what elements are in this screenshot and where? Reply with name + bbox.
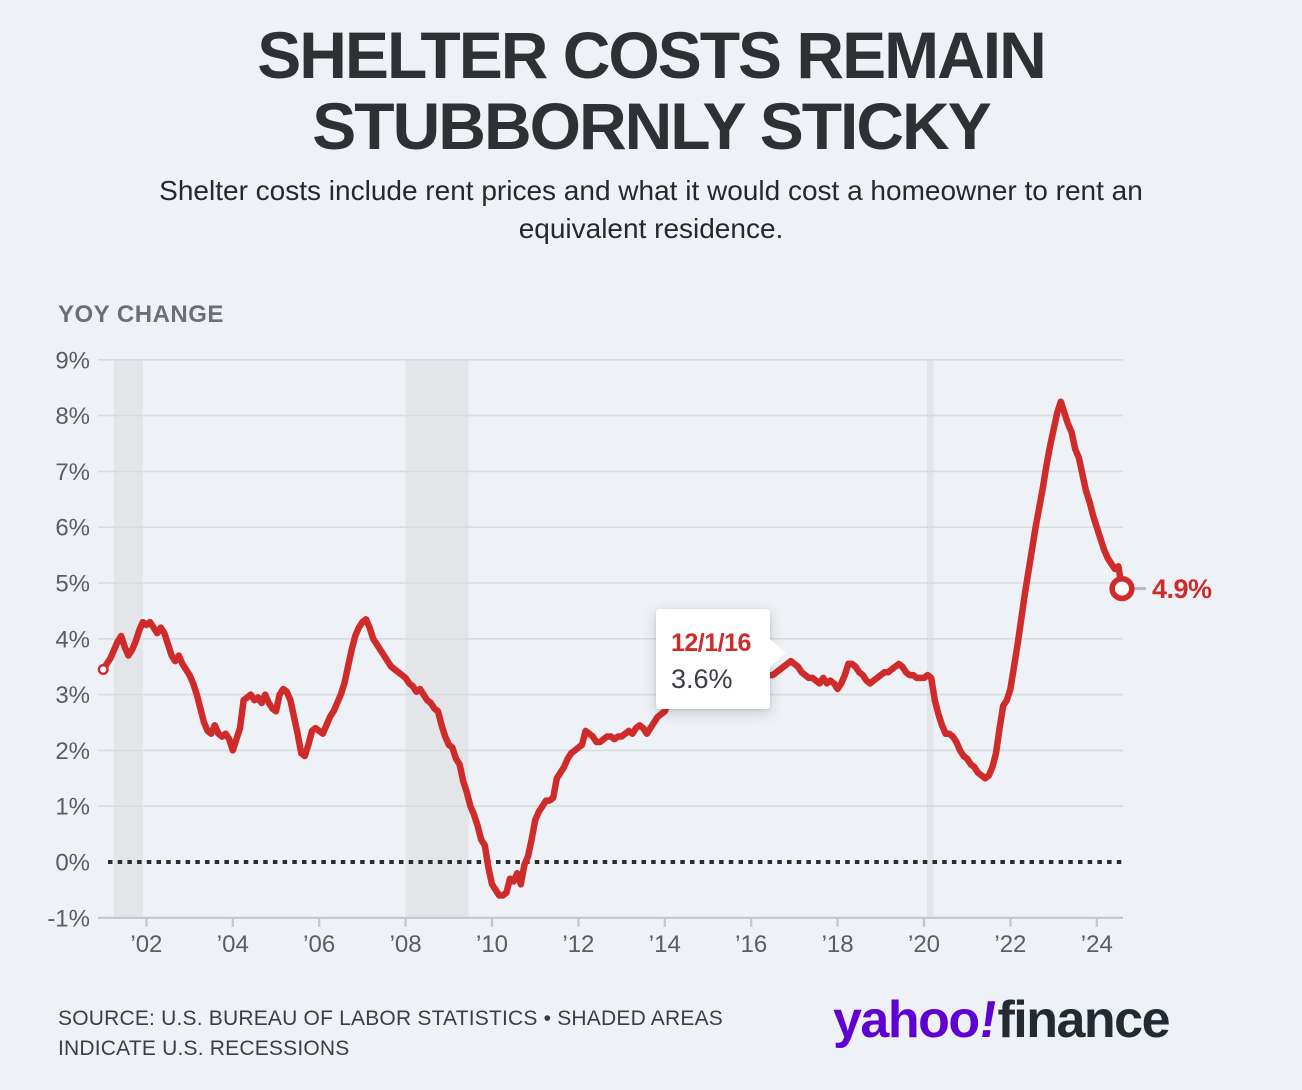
svg-text:7%: 7% xyxy=(55,459,90,486)
subtitle-line-2: equivalent residence. xyxy=(518,213,784,244)
svg-text:9%: 9% xyxy=(55,347,90,374)
data-point-tooltip: 12/1/16 3.6% xyxy=(656,609,786,709)
source-line-1: SOURCE: U.S. BUREAU OF LABOR STATISTICS … xyxy=(58,1007,723,1030)
x-axis: ’02 ’04 ’06 ’08 ’10 ’12 ’14 ’16 ’18 ’20 ’22 ’24 xyxy=(130,917,1113,958)
logo-exclamation-icon: ! xyxy=(975,991,1001,1049)
svg-text:’24: ’24 xyxy=(1081,931,1113,958)
tooltip-pointer xyxy=(769,638,786,668)
svg-text:’12: ’12 xyxy=(562,931,594,958)
shelter-yoy-series-line xyxy=(99,398,1126,899)
source-line-2: INDICATE U.S. RECESSIONS xyxy=(58,1037,350,1060)
svg-text:2%: 2% xyxy=(55,738,90,765)
svg-text:4%: 4% xyxy=(55,626,90,653)
svg-text:’08: ’08 xyxy=(390,931,422,958)
svg-text:5%: 5% xyxy=(55,571,90,598)
y-axis: 9% 8% 7% 6% 5% 4% 3% 2% 1% 0% -1% xyxy=(47,347,90,932)
svg-text:8%: 8% xyxy=(55,403,90,430)
svg-text:’22: ’22 xyxy=(994,931,1026,958)
svg-text:6%: 6% xyxy=(55,515,90,542)
tooltip-value: 3.6% xyxy=(671,664,733,694)
series-start-marker xyxy=(97,664,109,676)
svg-text:’10: ’10 xyxy=(476,931,508,958)
logo-finance-text: finance xyxy=(997,991,1170,1049)
source-note: SOURCE: U.S. BUREAU OF LABOR STATISTICS … xyxy=(58,1004,723,1064)
chart-subtitle: Shelter costs include rent prices and wh… xyxy=(51,172,1251,248)
yahoo-finance-logo: yahoo!finance xyxy=(833,991,1171,1049)
latest-value-label: 4.9% xyxy=(1152,574,1212,604)
title-line-1: SHELTER COSTS REMAIN xyxy=(257,18,1046,92)
svg-text:’14: ’14 xyxy=(649,931,681,958)
y-axis-title: YOY CHANGE xyxy=(58,301,224,328)
svg-text:1%: 1% xyxy=(55,794,90,821)
svg-text:’04: ’04 xyxy=(217,931,249,958)
gridlines xyxy=(98,358,1123,919)
latest-point-marker xyxy=(1109,575,1135,602)
svg-text:3%: 3% xyxy=(55,682,90,709)
title-line-2: STUBBORNLY STICKY xyxy=(312,89,991,163)
svg-text:’16: ’16 xyxy=(735,931,767,958)
svg-text:’20: ’20 xyxy=(908,931,940,958)
svg-text:’06: ’06 xyxy=(303,931,335,958)
svg-text:’18: ’18 xyxy=(822,931,854,958)
page-title: SHELTER COSTS REMAIN STUBBORNLY STICKY xyxy=(0,20,1302,162)
logo-yahoo-text: yahoo xyxy=(833,991,980,1049)
svg-text:’02: ’02 xyxy=(130,931,162,958)
tooltip-date: 12/1/16 xyxy=(671,629,751,657)
svg-text:0%: 0% xyxy=(55,850,90,877)
subtitle-line-1: Shelter costs include rent prices and wh… xyxy=(159,175,1143,206)
svg-text:-1%: -1% xyxy=(47,905,90,932)
